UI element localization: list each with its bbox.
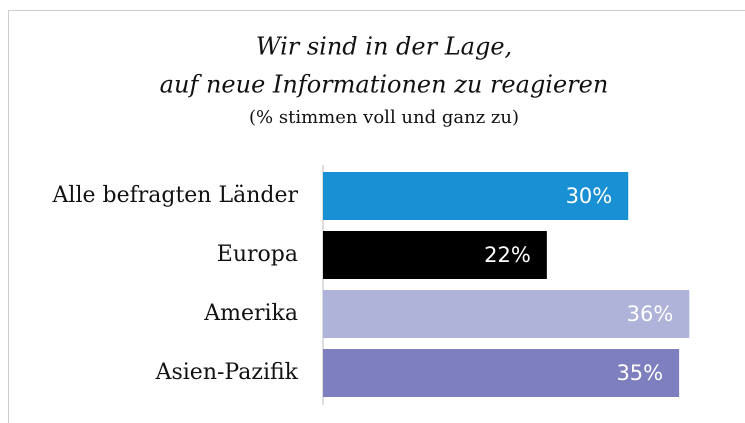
- bar: [323, 231, 547, 279]
- bar: [323, 290, 690, 338]
- bar: [323, 172, 629, 220]
- category-label: Alle befragten Länder: [52, 183, 299, 208]
- category-label: Asien-Pazifik: [155, 360, 299, 385]
- chart-subtitle: (% stimmen voll und ganz zu): [249, 107, 519, 128]
- value-label: 35%: [616, 361, 663, 385]
- value-label: 30%: [566, 184, 613, 208]
- value-label: 36%: [627, 302, 674, 326]
- bar: [323, 349, 680, 397]
- chart-title: Wir sind in der Lage,: [256, 33, 512, 61]
- chart-title: auf neue Informationen zu reagieren: [160, 71, 609, 99]
- category-label: Europa: [217, 242, 298, 267]
- value-label: 22%: [484, 243, 531, 267]
- frame: [8, 10, 745, 423]
- category-label: Amerika: [203, 301, 298, 326]
